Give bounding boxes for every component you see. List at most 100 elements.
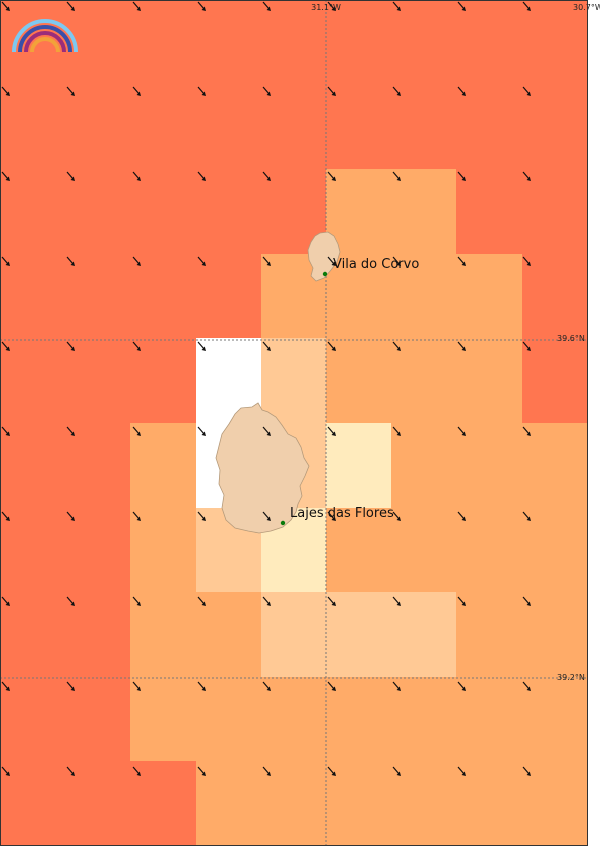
- wind-arrow-icon: [457, 256, 466, 266]
- grid-cell: [391, 254, 456, 338]
- lajes-das-flores-marker[interactable]: [280, 520, 286, 526]
- wind-arrow-icon: [1, 511, 10, 521]
- wind-arrow-icon: [522, 766, 531, 776]
- islands: [215, 231, 341, 534]
- grid-cell: [456, 85, 522, 169]
- wind-arrow-icon: [262, 86, 271, 96]
- grid-cell: [326, 423, 391, 508]
- grid-cell: [65, 592, 130, 677]
- wind-arrow-icon: [327, 511, 336, 521]
- wind-arrow-icon: [457, 86, 466, 96]
- grid-cell: [0, 85, 65, 169]
- wind-arrows: [1, 1, 531, 776]
- graticule: [0, 0, 587, 846]
- grid-cell: [65, 761, 130, 846]
- grid-cell: [326, 508, 391, 592]
- wind-arrow-icon: [392, 1, 401, 11]
- wind-arrow-icon: [1, 256, 10, 266]
- grid-cell: [522, 254, 587, 338]
- grid-cell: [0, 338, 65, 423]
- wind-arrow-icon: [327, 1, 336, 11]
- grid-cell: [391, 85, 456, 169]
- grid-cell: [326, 169, 391, 254]
- wind-arrow-icon: [66, 86, 75, 96]
- grid-cell: [326, 0, 391, 85]
- wind-arrow-icon: [392, 86, 401, 96]
- wind-arrow-icon: [262, 1, 271, 11]
- wind-arrow-icon: [327, 766, 336, 776]
- grid-cell: [130, 761, 196, 846]
- grid-cell: [196, 169, 261, 254]
- grid-cell: [130, 423, 196, 508]
- grid-cell: [0, 254, 65, 338]
- grid-cell: [391, 169, 456, 254]
- wind-arrow-icon: [132, 511, 141, 521]
- wind-arrow-icon: [66, 1, 75, 11]
- grid-cell: [0, 508, 65, 592]
- wind-arrow-icon: [522, 1, 531, 11]
- wind-arrow-icon: [197, 766, 206, 776]
- axis-labels: 31.1°W 30.7°W 39.6°N 39.2°N: [311, 3, 600, 682]
- wind-arrow-icon: [392, 256, 401, 266]
- grid-cell: [391, 423, 456, 508]
- grid-cell: [196, 85, 261, 169]
- wind-arrow-icon: [522, 171, 531, 181]
- wind-arrow-icon: [327, 596, 336, 606]
- vila-do-corvo-marker[interactable]: [322, 271, 328, 277]
- lajes-das-flores-label: Lajes das Flores: [290, 506, 394, 521]
- rainbow-logo-icon: [12, 19, 78, 53]
- wind-arrow-icon: [132, 1, 141, 11]
- grid-cell: [326, 677, 391, 761]
- grid-cell: [456, 761, 522, 846]
- wind-arrow-icon: [457, 341, 466, 351]
- grid-cell: [130, 254, 196, 338]
- grid-cell: [261, 85, 326, 169]
- weather-grid: [0, 0, 587, 846]
- wind-arrow-icon: [522, 341, 531, 351]
- grid-cell: [522, 338, 587, 423]
- wind-arrow-icon: [132, 86, 141, 96]
- grid-cell: [261, 592, 326, 677]
- grid-cell: [522, 0, 587, 85]
- grid-cell: [196, 761, 261, 846]
- wind-arrow-icon: [132, 426, 141, 436]
- grid-cell: [65, 169, 130, 254]
- wind-arrow-icon: [327, 426, 336, 436]
- grid-cell: [130, 169, 196, 254]
- wind-arrow-icon: [197, 1, 206, 11]
- wind-arrow-icon: [522, 681, 531, 691]
- wind-arrow-icon: [457, 596, 466, 606]
- grid-cell: [456, 0, 522, 85]
- wind-arrow-icon: [197, 426, 206, 436]
- wind-arrow-icon: [1, 1, 10, 11]
- wind-arrow-icon: [327, 86, 336, 96]
- wind-arrow-icon: [457, 766, 466, 776]
- wind-arrow-icon: [262, 171, 271, 181]
- grid-cell: [391, 508, 456, 592]
- grid-cell: [65, 423, 130, 508]
- wind-arrow-icon: [262, 766, 271, 776]
- wind-arrow-icon: [132, 766, 141, 776]
- grid-cell: [65, 85, 130, 169]
- wind-arrow-icon: [1, 766, 10, 776]
- wind-arrow-icon: [262, 341, 271, 351]
- grid-cell: [196, 0, 261, 85]
- vila-do-corvo-label: Vila do Corvo: [333, 257, 419, 272]
- grid-cell: [261, 0, 326, 85]
- wind-arrow-icon: [132, 341, 141, 351]
- lon-label-31-1w: 31.1°W: [311, 3, 341, 12]
- grid-cell: [261, 338, 326, 423]
- wind-arrow-icon: [1, 171, 10, 181]
- grid-cell: [65, 254, 130, 338]
- wind-arrow-icon: [457, 171, 466, 181]
- grid-cell: [0, 423, 65, 508]
- wind-arrow-icon: [392, 766, 401, 776]
- grid-cell: [261, 761, 326, 846]
- grid-cell: [65, 677, 130, 761]
- wind-arrow-icon: [1, 341, 10, 351]
- wind-arrow-icon: [392, 426, 401, 436]
- grid-cell: [391, 592, 456, 677]
- wind-arrow-icon: [262, 681, 271, 691]
- flores-island: [215, 402, 310, 534]
